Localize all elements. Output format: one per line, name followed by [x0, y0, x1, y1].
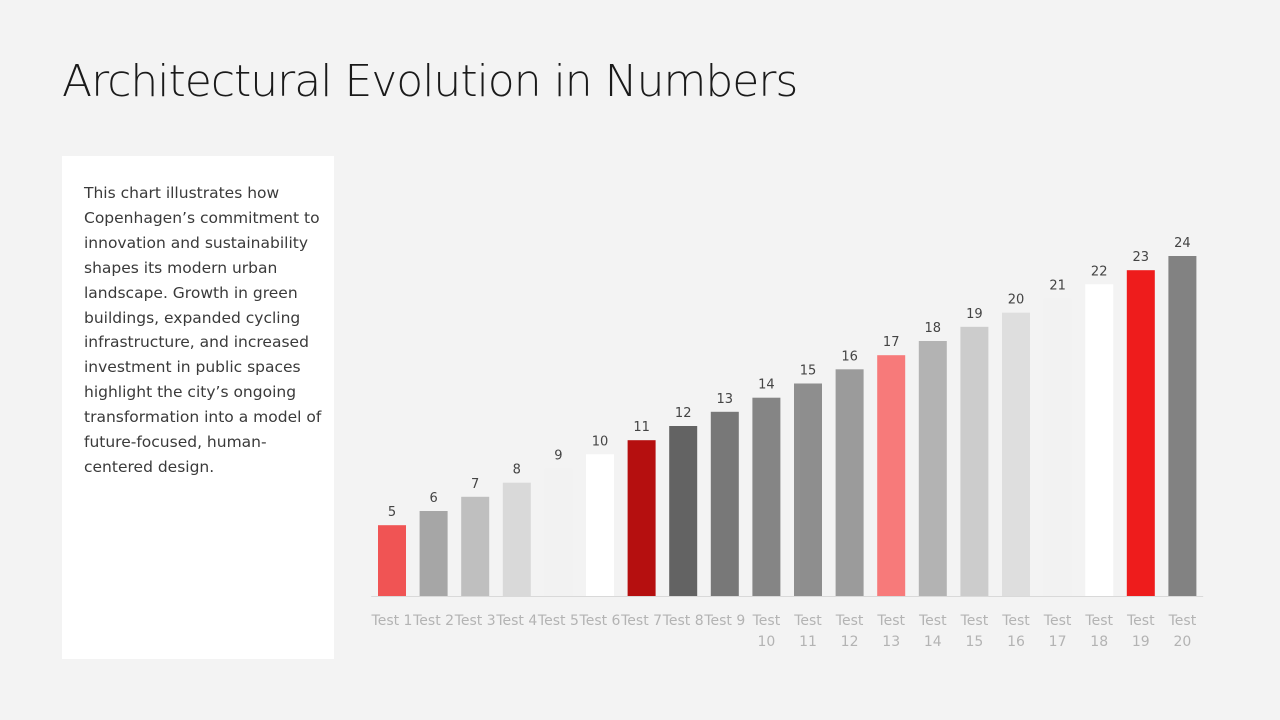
data-label-5: 9 — [554, 449, 562, 464]
data-label-10: 14 — [758, 378, 775, 393]
x-tick-label-7: Test 7 — [620, 613, 662, 629]
bar-3 — [461, 496, 490, 596]
data-label-19: 23 — [1133, 250, 1150, 265]
x-tick-label-6: Test 6 — [579, 613, 621, 629]
x-tick-label-1: Test 1 — [371, 613, 413, 629]
bar-2 — [419, 511, 448, 596]
x-tick-label-5: Test 5 — [537, 613, 579, 629]
x-tick-label-3: Test 3 — [454, 613, 496, 629]
bar-18 — [1085, 284, 1114, 596]
data-label-18: 22 — [1091, 264, 1108, 279]
data-label-9: 13 — [717, 392, 734, 407]
bar-6 — [586, 454, 614, 596]
x-tick-label-9: Test 9 — [703, 613, 745, 629]
data-label-6: 10 — [592, 434, 609, 449]
data-label-20: 24 — [1174, 236, 1191, 251]
bar-14 — [918, 341, 947, 596]
x-tick-label-18: Test 18 — [1084, 613, 1113, 650]
data-label-8: 12 — [675, 406, 692, 421]
bar-8 — [669, 426, 698, 596]
x-tick-label-8: Test 8 — [662, 613, 704, 629]
bar-10 — [752, 397, 781, 596]
bar-11 — [794, 383, 822, 596]
bar-12 — [835, 369, 864, 596]
x-tick-label-4: Test 4 — [495, 613, 537, 629]
bar-5 — [544, 468, 573, 596]
description-text: This chart illustrates how Copenhagen’s … — [84, 184, 322, 476]
data-label-12: 16 — [841, 349, 858, 364]
x-tick-label-13: Test 13 — [876, 613, 905, 650]
x-tick-label-10: Test 10 — [752, 613, 781, 650]
data-label-4: 8 — [513, 463, 521, 478]
data-label-13: 17 — [883, 335, 900, 350]
bar-13 — [877, 355, 906, 596]
data-label-17: 21 — [1049, 279, 1066, 294]
page-title: Architectural Evolution in Numbers — [62, 56, 798, 107]
x-tick-label-19: Test 19 — [1126, 613, 1155, 650]
data-label-3: 7 — [471, 477, 479, 492]
bar-19 — [1126, 270, 1155, 596]
bar-15 — [960, 326, 989, 596]
data-label-1: 5 — [388, 505, 396, 520]
x-tick-label-12: Test 12 — [835, 613, 864, 650]
x-tick-label-14: Test 14 — [918, 613, 947, 650]
data-label-16: 20 — [1008, 293, 1025, 308]
x-tick-label-15: Test 15 — [960, 613, 989, 650]
bar-20 — [1168, 256, 1197, 596]
bar-17 — [1043, 298, 1072, 596]
bar-1 — [378, 525, 406, 596]
data-label-2: 6 — [429, 491, 437, 506]
data-label-11: 15 — [800, 364, 817, 379]
description-card: This chart illustrates how Copenhagen’s … — [62, 156, 334, 659]
bar-7 — [627, 440, 656, 596]
x-tick-label-16: Test 16 — [1001, 613, 1030, 650]
bar-9 — [710, 411, 739, 596]
x-tick-label-2: Test 2 — [412, 613, 454, 629]
bar-4 — [502, 482, 531, 596]
data-label-15: 19 — [966, 307, 983, 322]
data-label-7: 11 — [633, 420, 650, 435]
bar-16 — [1002, 312, 1030, 596]
x-tick-label-11: Test 11 — [793, 613, 822, 650]
x-tick-label-20: Test 20 — [1168, 613, 1197, 650]
x-tick-label-17: Test 17 — [1043, 613, 1072, 650]
data-label-14: 18 — [925, 321, 942, 336]
